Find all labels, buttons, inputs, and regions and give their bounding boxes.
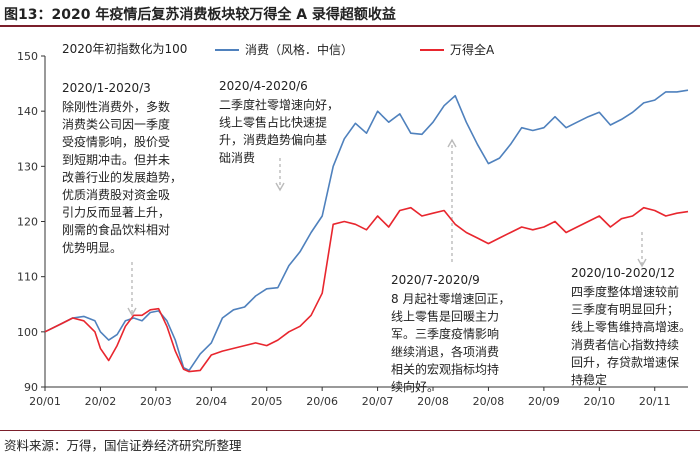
annotation-line: 8 月起社零增速回正， (391, 291, 510, 306)
series-wind-a-line (44, 206, 689, 373)
annotation-line: 改善行业的发展趋势， (62, 169, 182, 184)
annotation-line: 消费类公司因一季度 (62, 117, 170, 132)
y-tick-label: 120 (17, 216, 38, 229)
annotation-arrow-head (447, 138, 457, 148)
annotation-line: 引力反而显著上升， (62, 206, 170, 220)
legend-label: 万得全A (450, 42, 495, 57)
annotation-line: 消费者信心指数持续 (571, 337, 679, 352)
x-tick-label: 20/08 (417, 395, 449, 408)
chart-legend: 消费（风格．中信） 万得全A (215, 42, 495, 57)
x-tick-label: 20/01 (29, 395, 61, 408)
x-tick-label: 20/06 (306, 395, 338, 408)
annotation-line: 线上零售维持高增速。 (571, 319, 691, 334)
annotation-line: 军。三季度疫情影响 (391, 326, 499, 341)
annotation-block: 2020/4-2020/6 二季度社零增速向好， 线上零售占比快速提升，消费趋势偏向… (219, 79, 339, 192)
annotation-line: 优势明显。 (62, 241, 122, 255)
annotation-line: 到短期冲击。但并未 (62, 152, 170, 167)
chart-title: 图13：2020 年疫情后复苏消费板块较万得全 A 录得超额收益 (4, 7, 396, 23)
annotation-line: 线上零售占比快速提 (219, 115, 327, 130)
annotation-line: 续向好。 (391, 379, 439, 394)
x-tick-label: 20/11 (639, 395, 671, 408)
chart-annotations: 2020/1-2020/3 除刚性消费外，多数消费类公司因一季度受疫情影响，股价受… (62, 79, 691, 394)
y-tick-label: 100 (17, 326, 38, 339)
chart-title-bar: 图13：2020 年疫情后复苏消费板块较万得全 A 录得超额收益 (0, 0, 700, 27)
source-divider (0, 430, 700, 431)
annotation-block: 2020/1-2020/3 除刚性消费外，多数消费类公司因一季度受疫情影响，股价受… (62, 81, 182, 317)
annotation-line: 优质消费股对资金吸 (62, 187, 170, 202)
annotation-line: 四季度整体增速较前 (571, 284, 679, 299)
annotation-title: 2020/10-2020/12 (571, 266, 675, 280)
x-tick-label: 20/02 (85, 395, 117, 408)
series-consumer-line (44, 89, 689, 372)
line-chart: 90 100 110 120 130 140 150 20/01 20/02 20/03 20/04… (17, 41, 691, 408)
x-tick-label: 20/07 (362, 395, 394, 408)
y-tick-label: 130 (17, 160, 38, 173)
chart-series (44, 89, 689, 373)
annotation-arrow-head (637, 258, 647, 268)
y-tick-label: 140 (17, 105, 38, 118)
annotation-title: 2020/4-2020/6 (219, 79, 308, 93)
legend-label: 消费（风格．中信） (245, 42, 353, 57)
annotation-arrow-head (275, 182, 285, 192)
annotation-line: 二季度社零增速向好， (219, 97, 339, 112)
x-tick-label: 20/05 (251, 395, 283, 408)
annotation-arrow-head (127, 307, 137, 317)
annotation-title: 2020/1-2020/3 (62, 81, 151, 95)
x-tick-label: 20/03 (140, 395, 172, 408)
annotation-line: 础消费 (219, 151, 255, 165)
source-note: 资料来源：万得，国信证券经济研究所整理 (4, 438, 242, 453)
annotation-line: 回升，存贷款增速保 (571, 355, 679, 369)
x-tick-label: 20/08 (473, 395, 505, 408)
y-tick-label: 90 (24, 381, 38, 394)
annotation-line: 刚需的食品饮料相对 (62, 222, 170, 237)
annotation-line: 相关的宏观指标均持 (391, 361, 499, 376)
y-tick-label: 110 (17, 271, 38, 284)
annotation-line: 线上零售是回暖主力 (391, 309, 499, 324)
annotation-line: 升，消费趋势偏向基 (219, 132, 327, 147)
annotation-line: 继续消退，各项消费 (391, 344, 499, 359)
y-tick-label: 150 (17, 50, 38, 63)
annotation-block: 2020/7-2020/9 8 月起社零增速回正， 线上零售是回暖主力军。三季度疫情… (391, 138, 510, 394)
x-tick-label: 20/04 (195, 395, 227, 408)
x-tick-label: 20/10 (583, 395, 615, 408)
chart-axes: 90 100 110 120 130 140 150 20/01 20/02 20/03 20/04… (17, 41, 688, 408)
x-tick-label: 20/09 (528, 395, 560, 408)
annotation-line: 三季度有明显回升； (571, 302, 679, 317)
annotation-line: 受疫情影响，股价受 (62, 134, 170, 149)
annotation-line: 除刚性消费外，多数 (62, 99, 170, 114)
chart-subtitle: 2020年初指数化为100 (62, 41, 187, 56)
annotation-title: 2020/7-2020/9 (391, 273, 480, 287)
annotation-line: 持稳定 (571, 372, 607, 387)
